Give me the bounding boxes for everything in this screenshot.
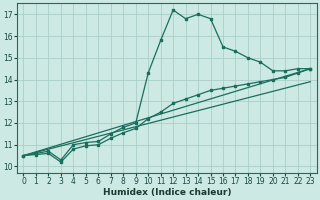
X-axis label: Humidex (Indice chaleur): Humidex (Indice chaleur)	[103, 188, 231, 197]
